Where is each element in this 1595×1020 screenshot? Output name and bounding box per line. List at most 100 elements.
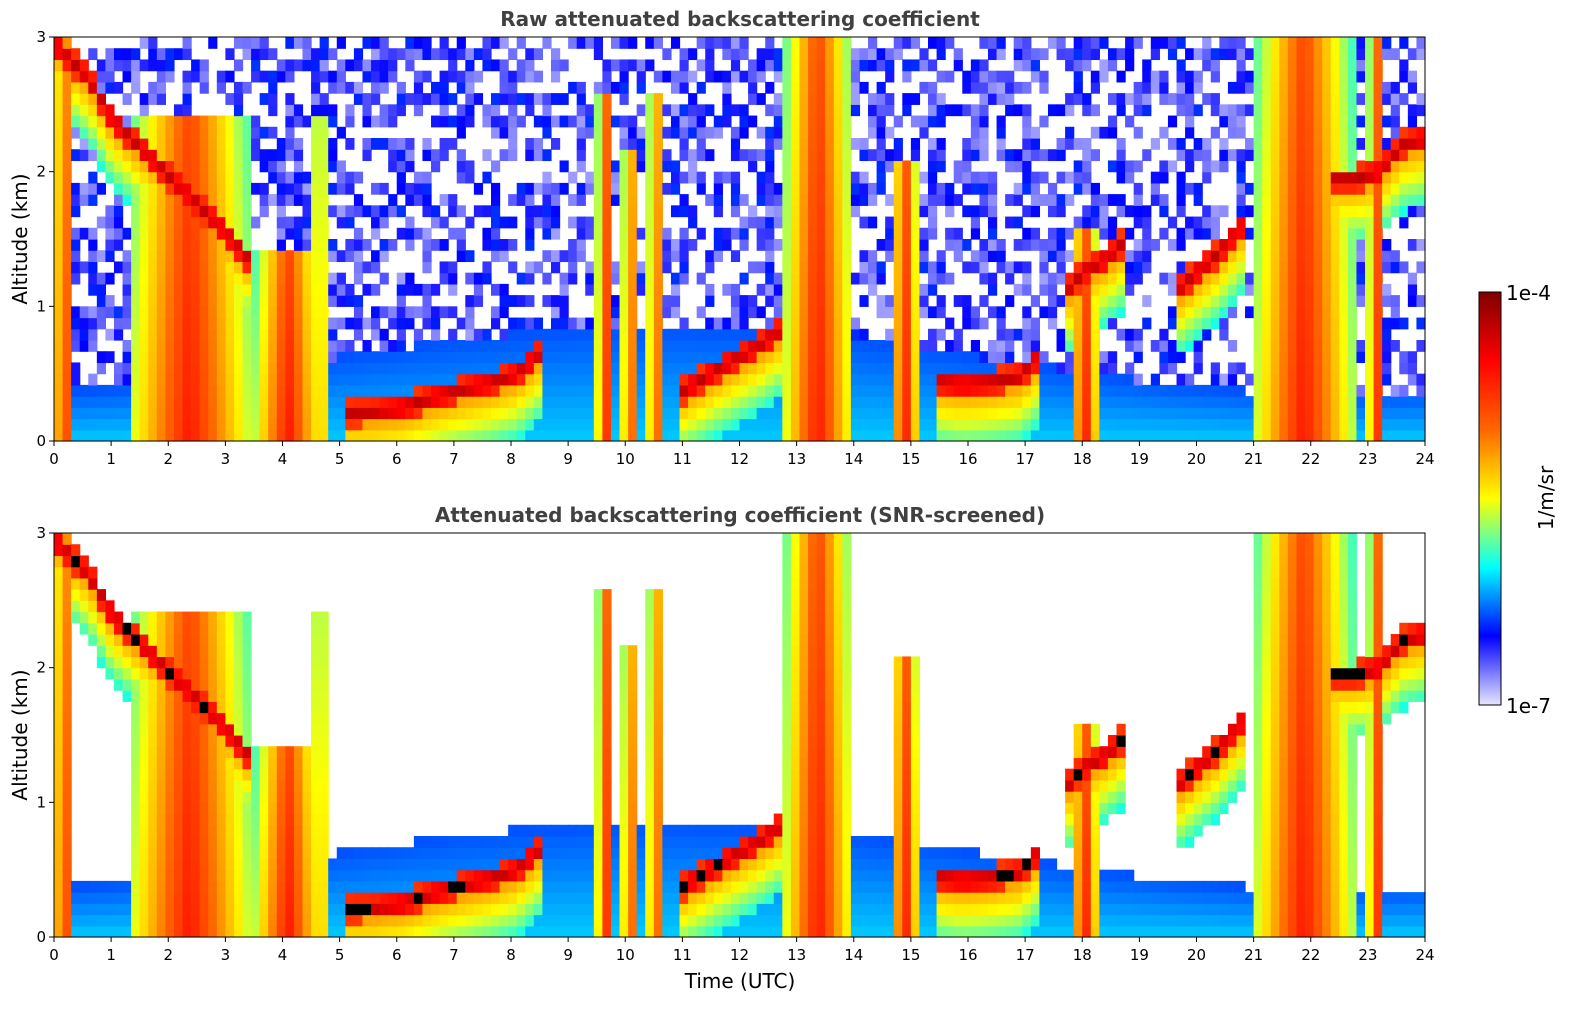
heatmap-cell: [628, 250, 638, 263]
heatmap-cell: [1099, 70, 1109, 83]
heatmap-cell: [88, 138, 98, 150]
heatmap-cell: [182, 836, 192, 848]
heatmap-cell: [208, 880, 218, 893]
heatmap-cell: [782, 104, 792, 117]
heatmap-cell: [585, 261, 595, 274]
heatmap-cell: [88, 407, 98, 420]
heatmap-cell: [216, 340, 226, 352]
heatmap-cell: [1065, 351, 1075, 364]
heatmap-cell: [242, 149, 252, 162]
heatmap-cell: [568, 351, 578, 364]
heatmap-cell: [491, 306, 501, 319]
heatmap-cell: [910, 37, 921, 49]
heatmap-cell: [773, 362, 783, 375]
heatmap-cell: [311, 182, 321, 195]
heatmap-cell: [319, 93, 329, 105]
heatmap-cell: [208, 645, 218, 658]
heatmap-cell: [945, 384, 955, 397]
heatmap-cell: [953, 250, 963, 263]
heatmap-cell: [131, 836, 141, 848]
heatmap-cell: [1202, 283, 1212, 296]
heatmap-cell: [105, 227, 115, 240]
heatmap-cell: [1030, 384, 1041, 397]
heatmap-cell: [242, 869, 252, 882]
heatmap-cell: [670, 81, 681, 94]
heatmap-cell: [259, 272, 269, 285]
heatmap-cell: [54, 600, 64, 613]
heatmap-cell: [1356, 272, 1366, 285]
heatmap-cell: [782, 216, 792, 229]
heatmap-cell: [1227, 384, 1238, 397]
heatmap-cell: [1133, 81, 1143, 94]
heatmap-cell: [54, 813, 64, 826]
heatmap-cell: [885, 351, 895, 364]
heatmap-cell: [602, 407, 612, 420]
heatmap-cell: [156, 93, 166, 105]
heatmap-cell: [705, 340, 715, 352]
heatmap-cell: [1330, 37, 1340, 49]
heatmap-cell: [1296, 126, 1306, 139]
heatmap-cell: [148, 645, 158, 658]
heatmap-cell: [1082, 418, 1092, 431]
heatmap-cell: [448, 283, 458, 296]
heatmap-cell: [54, 903, 64, 916]
heatmap-cell: [182, 701, 192, 714]
heatmap-cell: [216, 362, 226, 375]
heatmap-cell: [1116, 194, 1126, 206]
heatmap-cell: [413, 81, 424, 94]
heatmap-cell: [156, 880, 166, 893]
heatmap-cell: [756, 384, 766, 397]
heatmap-cell: [1296, 216, 1306, 229]
heatmap-cell: [54, 216, 64, 229]
heatmap-cell: [276, 306, 286, 319]
heatmap-cell: [585, 171, 595, 184]
heatmap-cell: [105, 160, 115, 173]
heatmap-cell: [893, 250, 903, 263]
heatmap-cell: [670, 115, 681, 128]
heatmap-cell: [516, 340, 526, 352]
heatmap-cell: [859, 396, 869, 408]
heatmap-cell: [1167, 396, 1178, 408]
heatmap-cell: [156, 59, 166, 72]
heatmap-cell: [191, 836, 201, 848]
heatmap-cell: [371, 317, 381, 330]
heatmap-cell: [1013, 328, 1023, 341]
heatmap-cell: [593, 407, 603, 420]
heatmap-cell: [628, 59, 638, 72]
heatmap-cell: [1039, 283, 1049, 296]
heatmap-cell: [242, 384, 252, 397]
heatmap-cell: [62, 37, 72, 49]
heatmap-cell: [508, 328, 518, 341]
heatmap-cell: [842, 384, 852, 397]
heatmap-cell: [739, 48, 749, 61]
heatmap-cell: [405, 216, 415, 229]
heatmap-cell: [876, 104, 886, 117]
heatmap-cell: [1330, 205, 1340, 218]
heatmap-cell: [1330, 194, 1340, 206]
heatmap-cell: [850, 59, 861, 72]
heatmap-cell: [525, 429, 535, 442]
heatmap-cell: [1142, 216, 1152, 229]
heatmap-cell: [765, 205, 775, 218]
heatmap-cell: [782, 126, 792, 139]
heatmap-cell: [345, 138, 355, 150]
heatmap-cell: [1390, 429, 1400, 442]
heatmap-cell: [970, 149, 981, 162]
heatmap-cell: [816, 104, 826, 117]
heatmap-cell: [242, 115, 252, 128]
heatmap-cell: [533, 362, 544, 375]
heatmap-cell: [1073, 340, 1083, 352]
heatmap-cell: [688, 407, 698, 420]
heatmap-cell: [782, 317, 792, 330]
heatmap-cell: [362, 70, 372, 83]
heatmap-cell: [782, 295, 792, 307]
heatmap-cell: [268, 396, 278, 408]
heatmap-cell: [619, 70, 629, 83]
heatmap-cell: [1262, 429, 1272, 442]
heatmap-cell: [516, 328, 526, 341]
heatmap-cell: [54, 892, 64, 904]
heatmap-cell: [139, 690, 149, 702]
heatmap-cell: [182, 250, 192, 263]
heatmap-cell: [542, 351, 552, 364]
heatmap-cell: [1322, 418, 1332, 431]
